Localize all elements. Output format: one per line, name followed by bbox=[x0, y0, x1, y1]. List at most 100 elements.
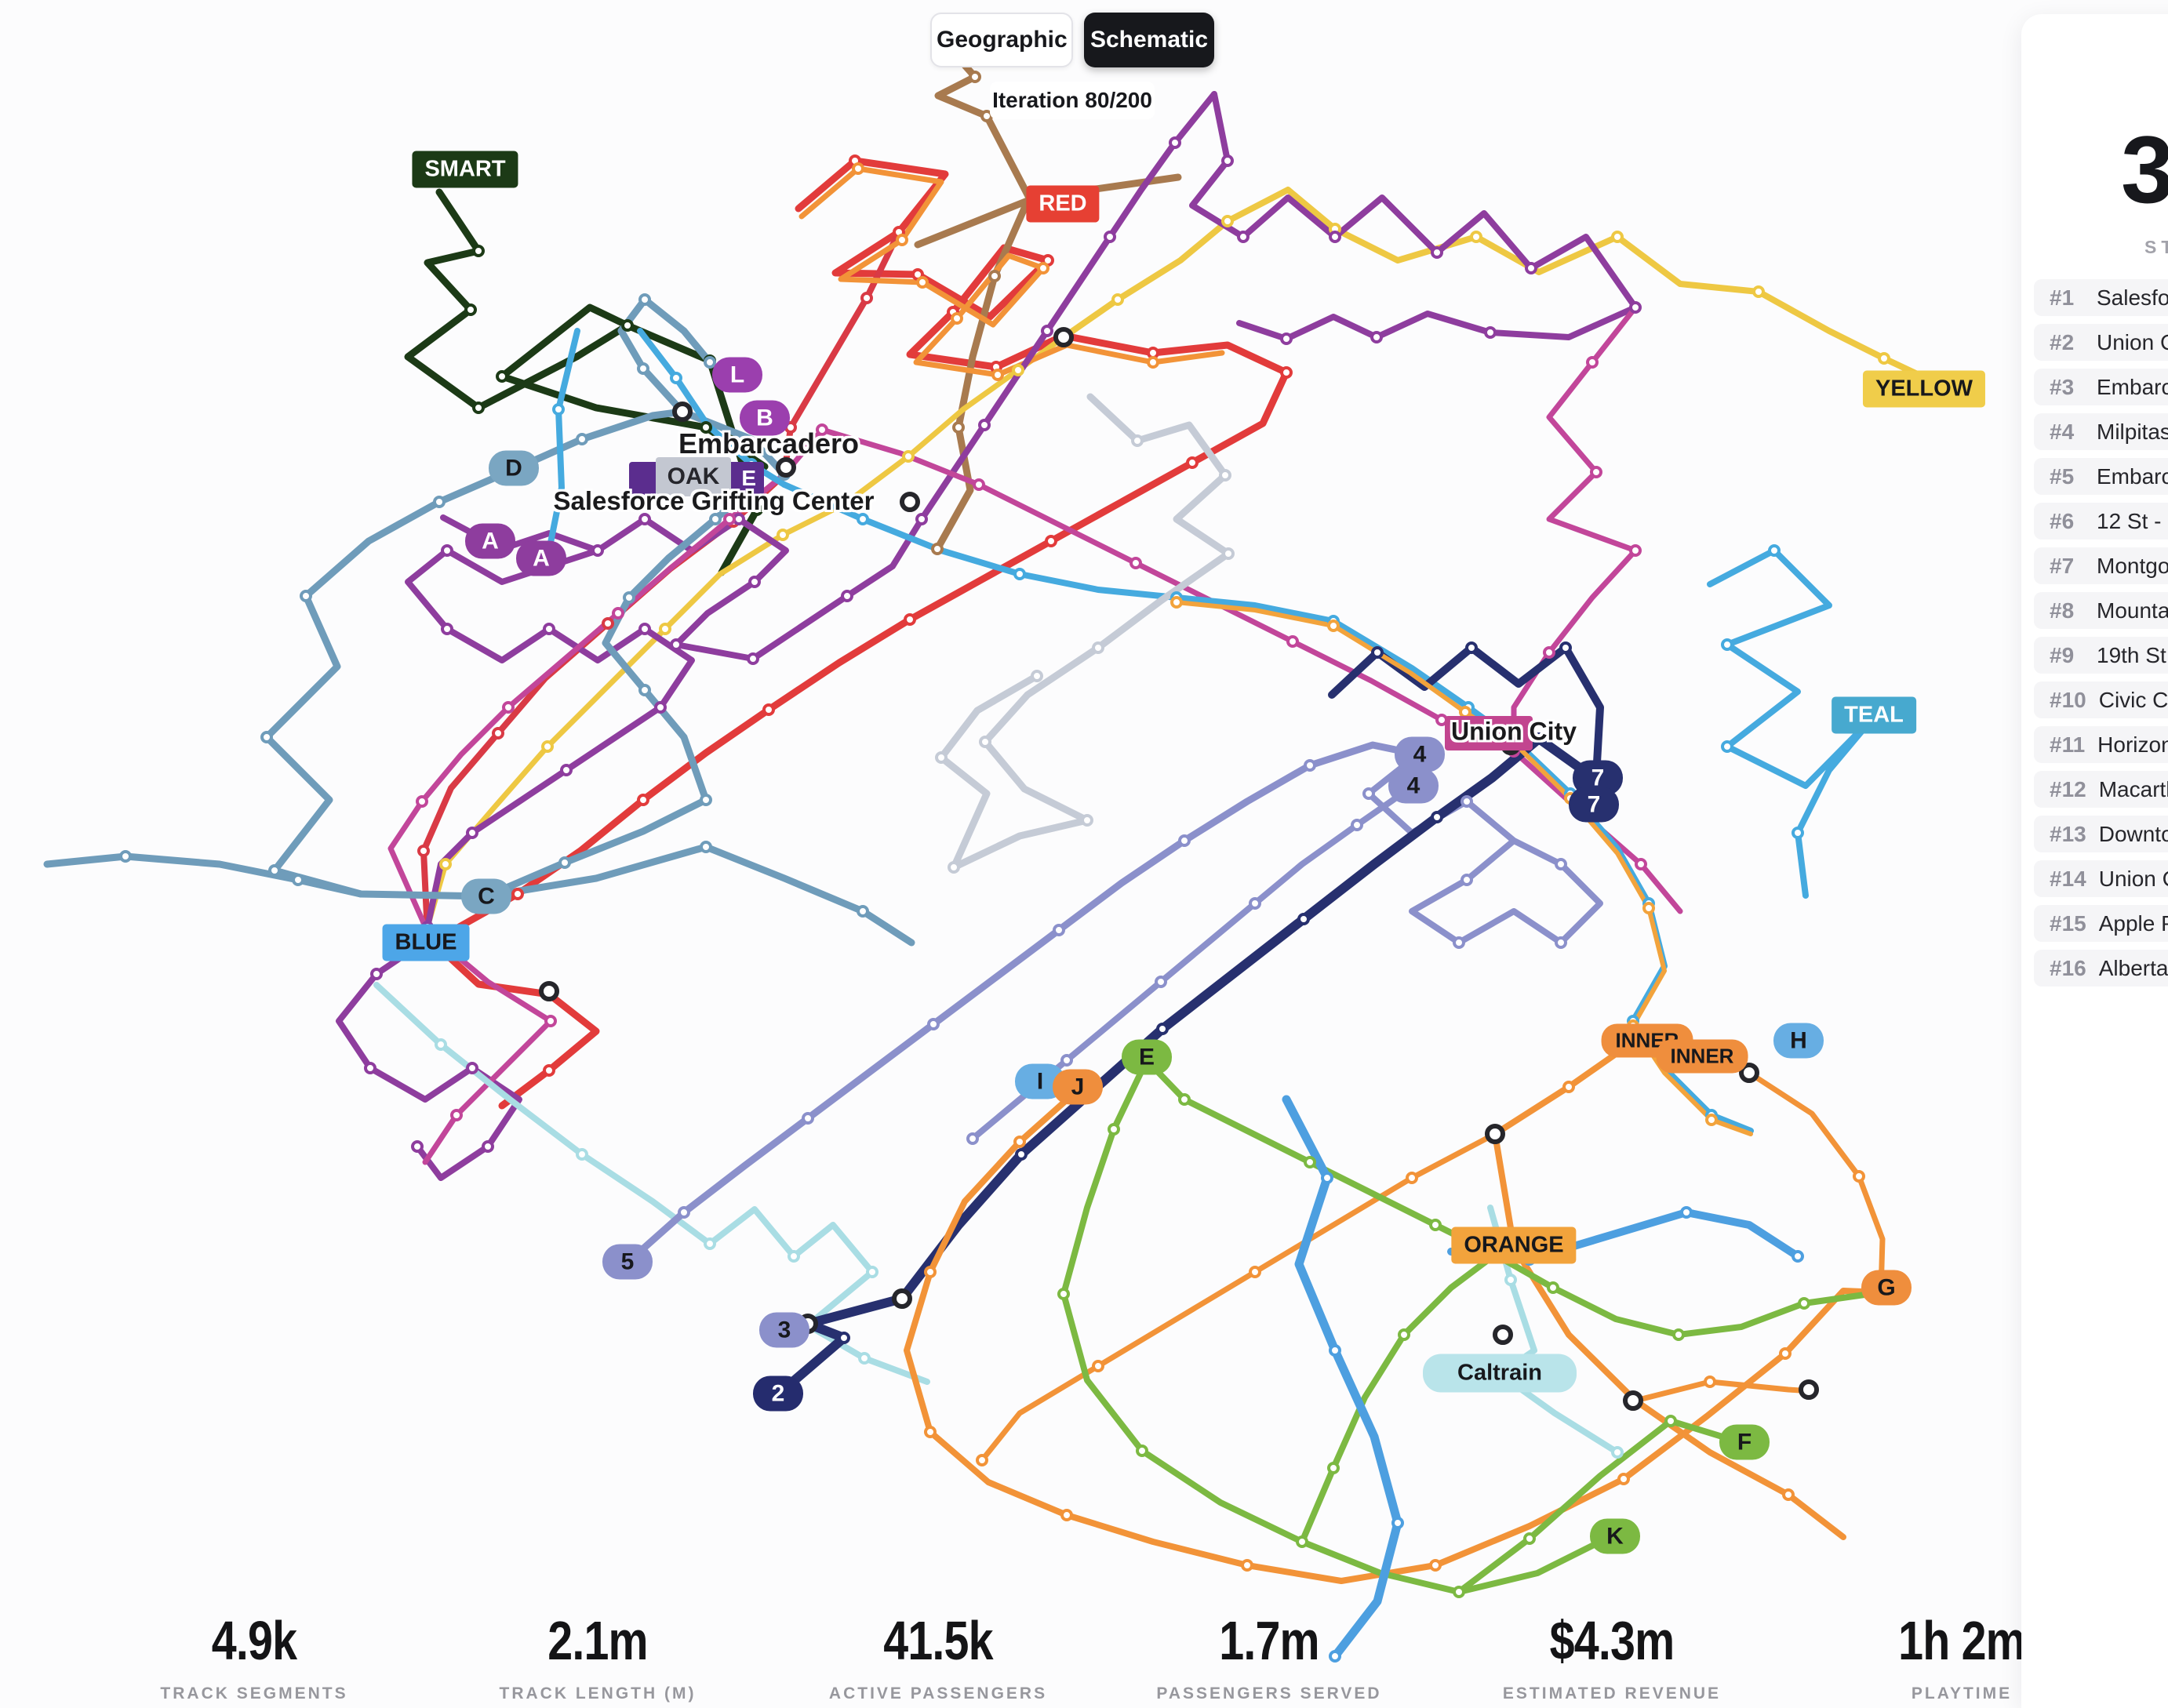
station-dot[interactable] bbox=[748, 576, 761, 588]
station-dot[interactable] bbox=[1304, 759, 1316, 772]
station-row[interactable]: #9 19th St - Oakland bbox=[2034, 637, 2168, 674]
schematic-view-button[interactable]: Schematic bbox=[1084, 13, 1214, 67]
station-dot[interactable] bbox=[670, 638, 682, 651]
station-dot[interactable] bbox=[1555, 936, 1567, 949]
line-badge-b[interactable]: B bbox=[740, 400, 790, 436]
station-dot[interactable] bbox=[1406, 1172, 1418, 1184]
line-badge-2[interactable]: 2 bbox=[753, 1375, 803, 1412]
station-dot[interactable] bbox=[638, 513, 651, 525]
station-dot[interactable] bbox=[1297, 913, 1310, 925]
station-dot[interactable] bbox=[1136, 1445, 1148, 1457]
station-dot[interactable] bbox=[1470, 231, 1482, 243]
station-dot[interactable] bbox=[978, 419, 991, 431]
station-dot[interactable] bbox=[1178, 834, 1191, 847]
station-row[interactable]: #15 Apple Park bbox=[2034, 905, 2168, 942]
station-dot[interactable] bbox=[1327, 1462, 1340, 1474]
station-row[interactable]: #11 Horizon Ave bbox=[2034, 726, 2168, 763]
station-dot[interactable] bbox=[1092, 1360, 1104, 1372]
interchange-station-dot[interactable] bbox=[672, 402, 693, 422]
station-dot[interactable] bbox=[637, 362, 649, 375]
station-dot[interactable] bbox=[704, 356, 716, 369]
station-dot[interactable] bbox=[1053, 924, 1065, 936]
station-dot[interactable] bbox=[638, 684, 651, 696]
station-dot[interactable] bbox=[1081, 814, 1093, 827]
line-badge-k[interactable]: K bbox=[1590, 1518, 1640, 1554]
line-badge-g[interactable]: G bbox=[1861, 1270, 1912, 1306]
station-dot[interactable] bbox=[1170, 596, 1183, 609]
station-dot[interactable] bbox=[482, 1140, 494, 1153]
station-dot[interactable] bbox=[927, 1018, 940, 1030]
station-dot[interactable] bbox=[1525, 262, 1537, 274]
line-badge-5[interactable]: 5 bbox=[602, 1244, 653, 1280]
station-dot[interactable] bbox=[433, 496, 446, 508]
station-dot[interactable] bbox=[1156, 1023, 1169, 1035]
interchange-station-dot[interactable] bbox=[900, 492, 920, 512]
station-dot[interactable] bbox=[1853, 1170, 1865, 1183]
station-dot[interactable] bbox=[857, 905, 869, 918]
station-dot[interactable] bbox=[1586, 356, 1599, 369]
station-dot[interactable] bbox=[966, 1132, 979, 1145]
interchange-station-dot[interactable] bbox=[1053, 327, 1074, 347]
interchange-station-dot[interactable] bbox=[1493, 1325, 1513, 1345]
station-dot[interactable] bbox=[852, 162, 864, 175]
station-dot[interactable] bbox=[416, 795, 428, 808]
station-dot[interactable] bbox=[973, 478, 985, 491]
station-dot[interactable] bbox=[747, 652, 759, 665]
station-dot[interactable] bbox=[979, 736, 991, 748]
station-dot[interactable] bbox=[1012, 364, 1024, 376]
station-dot[interactable] bbox=[1798, 1297, 1810, 1310]
station-dot[interactable] bbox=[948, 861, 960, 874]
station-dot[interactable] bbox=[860, 292, 873, 304]
station-dot[interactable] bbox=[1060, 1054, 1073, 1067]
station-dot[interactable] bbox=[602, 617, 614, 630]
station-dot[interactable] bbox=[1241, 1559, 1253, 1572]
station-dot[interactable] bbox=[1329, 1344, 1341, 1357]
station-dot[interactable] bbox=[1391, 1517, 1404, 1529]
station-dot[interactable] bbox=[1280, 366, 1293, 379]
station-dot[interactable] bbox=[1782, 1488, 1795, 1501]
station-dot[interactable] bbox=[558, 856, 571, 869]
station-dot[interactable] bbox=[1129, 557, 1142, 569]
station-dot[interactable] bbox=[1547, 1281, 1559, 1294]
station-dot[interactable] bbox=[1296, 1535, 1308, 1548]
station-dot[interactable] bbox=[1523, 1532, 1536, 1545]
line-badge-d[interactable]: D bbox=[489, 450, 539, 486]
interchange-station-dot[interactable] bbox=[1485, 1124, 1505, 1144]
station-dot[interactable] bbox=[1629, 544, 1642, 557]
station-dot[interactable] bbox=[1680, 1206, 1693, 1219]
station-dot[interactable] bbox=[1104, 231, 1116, 243]
station-dot[interactable] bbox=[1370, 331, 1383, 343]
station-dot[interactable] bbox=[838, 1332, 850, 1344]
line-badge-h[interactable]: H bbox=[1773, 1023, 1824, 1059]
station-dot[interactable] bbox=[866, 1266, 878, 1278]
line-badge-4[interactable]: 4 bbox=[1395, 736, 1445, 772]
station-dot[interactable] bbox=[1465, 641, 1478, 654]
station-dot[interactable] bbox=[1721, 740, 1733, 753]
station-dot[interactable] bbox=[762, 703, 775, 716]
station-dot[interactable] bbox=[464, 303, 477, 316]
geographic-view-button[interactable]: Geographic bbox=[930, 13, 1073, 67]
station-dot[interactable] bbox=[466, 1062, 478, 1074]
station-dot[interactable] bbox=[700, 841, 712, 853]
line-badge-c[interactable]: C bbox=[461, 878, 511, 914]
station-dot[interactable] bbox=[1045, 535, 1057, 547]
station-dot[interactable] bbox=[841, 590, 853, 602]
station-dot[interactable] bbox=[638, 623, 651, 635]
line-badge-l[interactable]: L bbox=[712, 357, 762, 393]
station-dot[interactable] bbox=[466, 827, 478, 839]
station-dot[interactable] bbox=[1249, 1266, 1261, 1278]
station-dot[interactable] bbox=[931, 543, 944, 555]
station-dot[interactable] bbox=[417, 845, 430, 857]
station-dot[interactable] bbox=[700, 794, 712, 806]
station-dot[interactable] bbox=[543, 1064, 555, 1077]
station-dot[interactable] bbox=[1672, 1328, 1685, 1341]
station-dot[interactable] bbox=[1013, 1136, 1026, 1148]
interchange-station-dot[interactable] bbox=[776, 457, 796, 478]
station-dot[interactable] bbox=[1635, 858, 1647, 870]
station-dot[interactable] bbox=[1329, 231, 1341, 243]
station-dot[interactable] bbox=[777, 529, 789, 541]
station-dot[interactable] bbox=[916, 276, 929, 289]
station-dot[interactable] bbox=[637, 794, 649, 806]
station-dot[interactable] bbox=[723, 513, 736, 525]
